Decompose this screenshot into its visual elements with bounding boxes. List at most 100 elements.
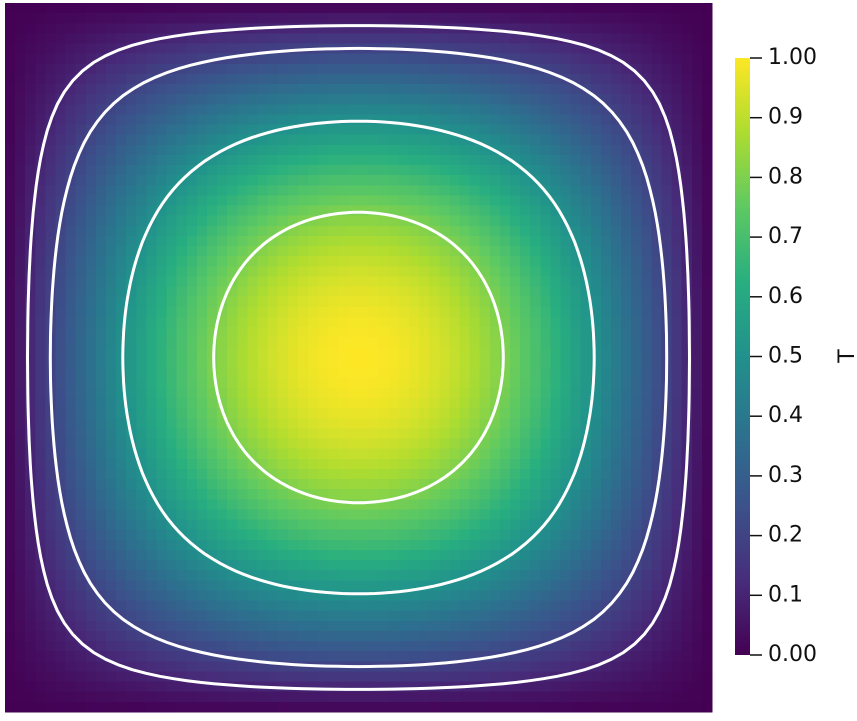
heatmap-cell — [227, 195, 238, 207]
heatmap-cell — [701, 13, 713, 24]
colorbar-tick-label: 0.1 — [768, 582, 803, 607]
heatmap-cell — [217, 215, 228, 227]
heatmap-cell — [550, 438, 562, 450]
heatmap-cell — [348, 357, 360, 369]
heatmap-cell — [701, 165, 713, 176]
heatmap-cell — [419, 468, 430, 480]
heatmap-cell — [631, 33, 642, 45]
heatmap-cell — [338, 681, 349, 693]
heatmap-cell — [560, 357, 572, 369]
heatmap-cell — [126, 114, 137, 126]
heatmap-cell — [661, 13, 673, 24]
heatmap-cell — [318, 458, 329, 470]
heatmap-cell — [499, 195, 511, 207]
heatmap-cell — [277, 175, 289, 186]
heatmap-cell — [287, 549, 299, 561]
heatmap-cell — [55, 539, 67, 551]
heatmap-cell — [146, 701, 158, 713]
heatmap-cell — [5, 701, 16, 713]
heatmap-cell — [530, 701, 541, 713]
heatmap-cell — [247, 195, 259, 207]
heatmap-cell — [510, 114, 521, 126]
heatmap-cell — [136, 519, 147, 531]
heatmap-cell — [489, 701, 501, 713]
heatmap-cell — [358, 549, 370, 561]
heatmap-cell — [449, 691, 461, 703]
heatmap-cell — [338, 600, 349, 612]
heatmap-cell — [196, 347, 208, 359]
heatmap-cell — [267, 316, 279, 328]
heatmap-cell — [449, 84, 461, 95]
heatmap-cell — [227, 63, 238, 75]
heatmap-cell — [651, 165, 663, 176]
heatmap-cell — [419, 124, 430, 136]
heatmap-cell — [35, 124, 46, 136]
heatmap-cell — [661, 479, 673, 490]
heatmap-cell — [388, 428, 400, 440]
heatmap-cell — [520, 43, 531, 55]
heatmap-cell — [489, 570, 501, 581]
heatmap-cell — [459, 539, 471, 551]
heatmap-cell — [196, 337, 208, 348]
heatmap-cell — [186, 33, 198, 45]
heatmap-cell — [328, 256, 339, 267]
heatmap-cell — [520, 13, 531, 24]
heatmap-cell — [55, 276, 67, 288]
heatmap-cell — [600, 23, 612, 34]
heatmap-cell — [671, 418, 683, 429]
heatmap-cell — [338, 84, 349, 95]
heatmap-cell — [691, 235, 703, 247]
heatmap-cell — [520, 94, 531, 105]
heatmap-cell — [257, 144, 269, 156]
heatmap-cell — [449, 286, 461, 298]
heatmap-cell — [75, 185, 87, 197]
heatmap-cell — [318, 104, 329, 116]
heatmap-cell — [338, 246, 349, 257]
heatmap-cell — [621, 134, 632, 146]
heatmap-cell — [136, 641, 147, 652]
heatmap-cell — [641, 549, 652, 561]
heatmap-cell — [388, 479, 400, 490]
heatmap-cell — [409, 337, 420, 348]
heatmap-cell — [85, 398, 97, 409]
heatmap-cell — [297, 347, 309, 359]
heatmap-cell — [439, 630, 450, 642]
heatmap-cell — [287, 539, 299, 551]
heatmap-cell — [136, 154, 147, 166]
heatmap-cell — [641, 458, 652, 470]
heatmap-cell — [5, 154, 16, 166]
heatmap-cell — [318, 266, 329, 278]
heatmap-cell — [176, 266, 188, 278]
heatmap-cell — [116, 600, 127, 612]
heatmap-cell — [358, 134, 370, 146]
heatmap-cell — [540, 256, 551, 267]
heatmap-cell — [530, 104, 541, 116]
heatmap-cell — [540, 306, 551, 318]
heatmap-cell — [277, 195, 289, 207]
heatmap-cell — [267, 509, 279, 521]
heatmap-cell — [681, 630, 693, 642]
heatmap-cell — [146, 3, 158, 14]
heatmap-cell — [378, 266, 390, 278]
heatmap-cell — [308, 620, 319, 632]
heatmap-cell — [600, 468, 612, 480]
heatmap-cell — [55, 620, 67, 632]
heatmap-cell — [247, 590, 259, 602]
heatmap-cell — [75, 691, 87, 703]
heatmap-cell — [267, 53, 279, 65]
heatmap-cell — [85, 468, 97, 480]
heatmap-cell — [65, 185, 77, 197]
heatmap-cell — [621, 377, 632, 389]
heatmap-cell — [106, 580, 117, 592]
heatmap-cell — [217, 134, 228, 146]
heatmap-cell — [25, 610, 36, 622]
heatmap-cell — [5, 458, 16, 470]
heatmap-cell — [267, 691, 279, 703]
heatmap-cell — [207, 418, 218, 429]
heatmap-cell — [459, 519, 471, 531]
heatmap-cell — [55, 367, 67, 379]
heatmap-cell — [277, 610, 289, 622]
heatmap-cell — [661, 671, 673, 683]
heatmap-cell — [449, 630, 461, 642]
heatmap-cell — [510, 630, 521, 642]
